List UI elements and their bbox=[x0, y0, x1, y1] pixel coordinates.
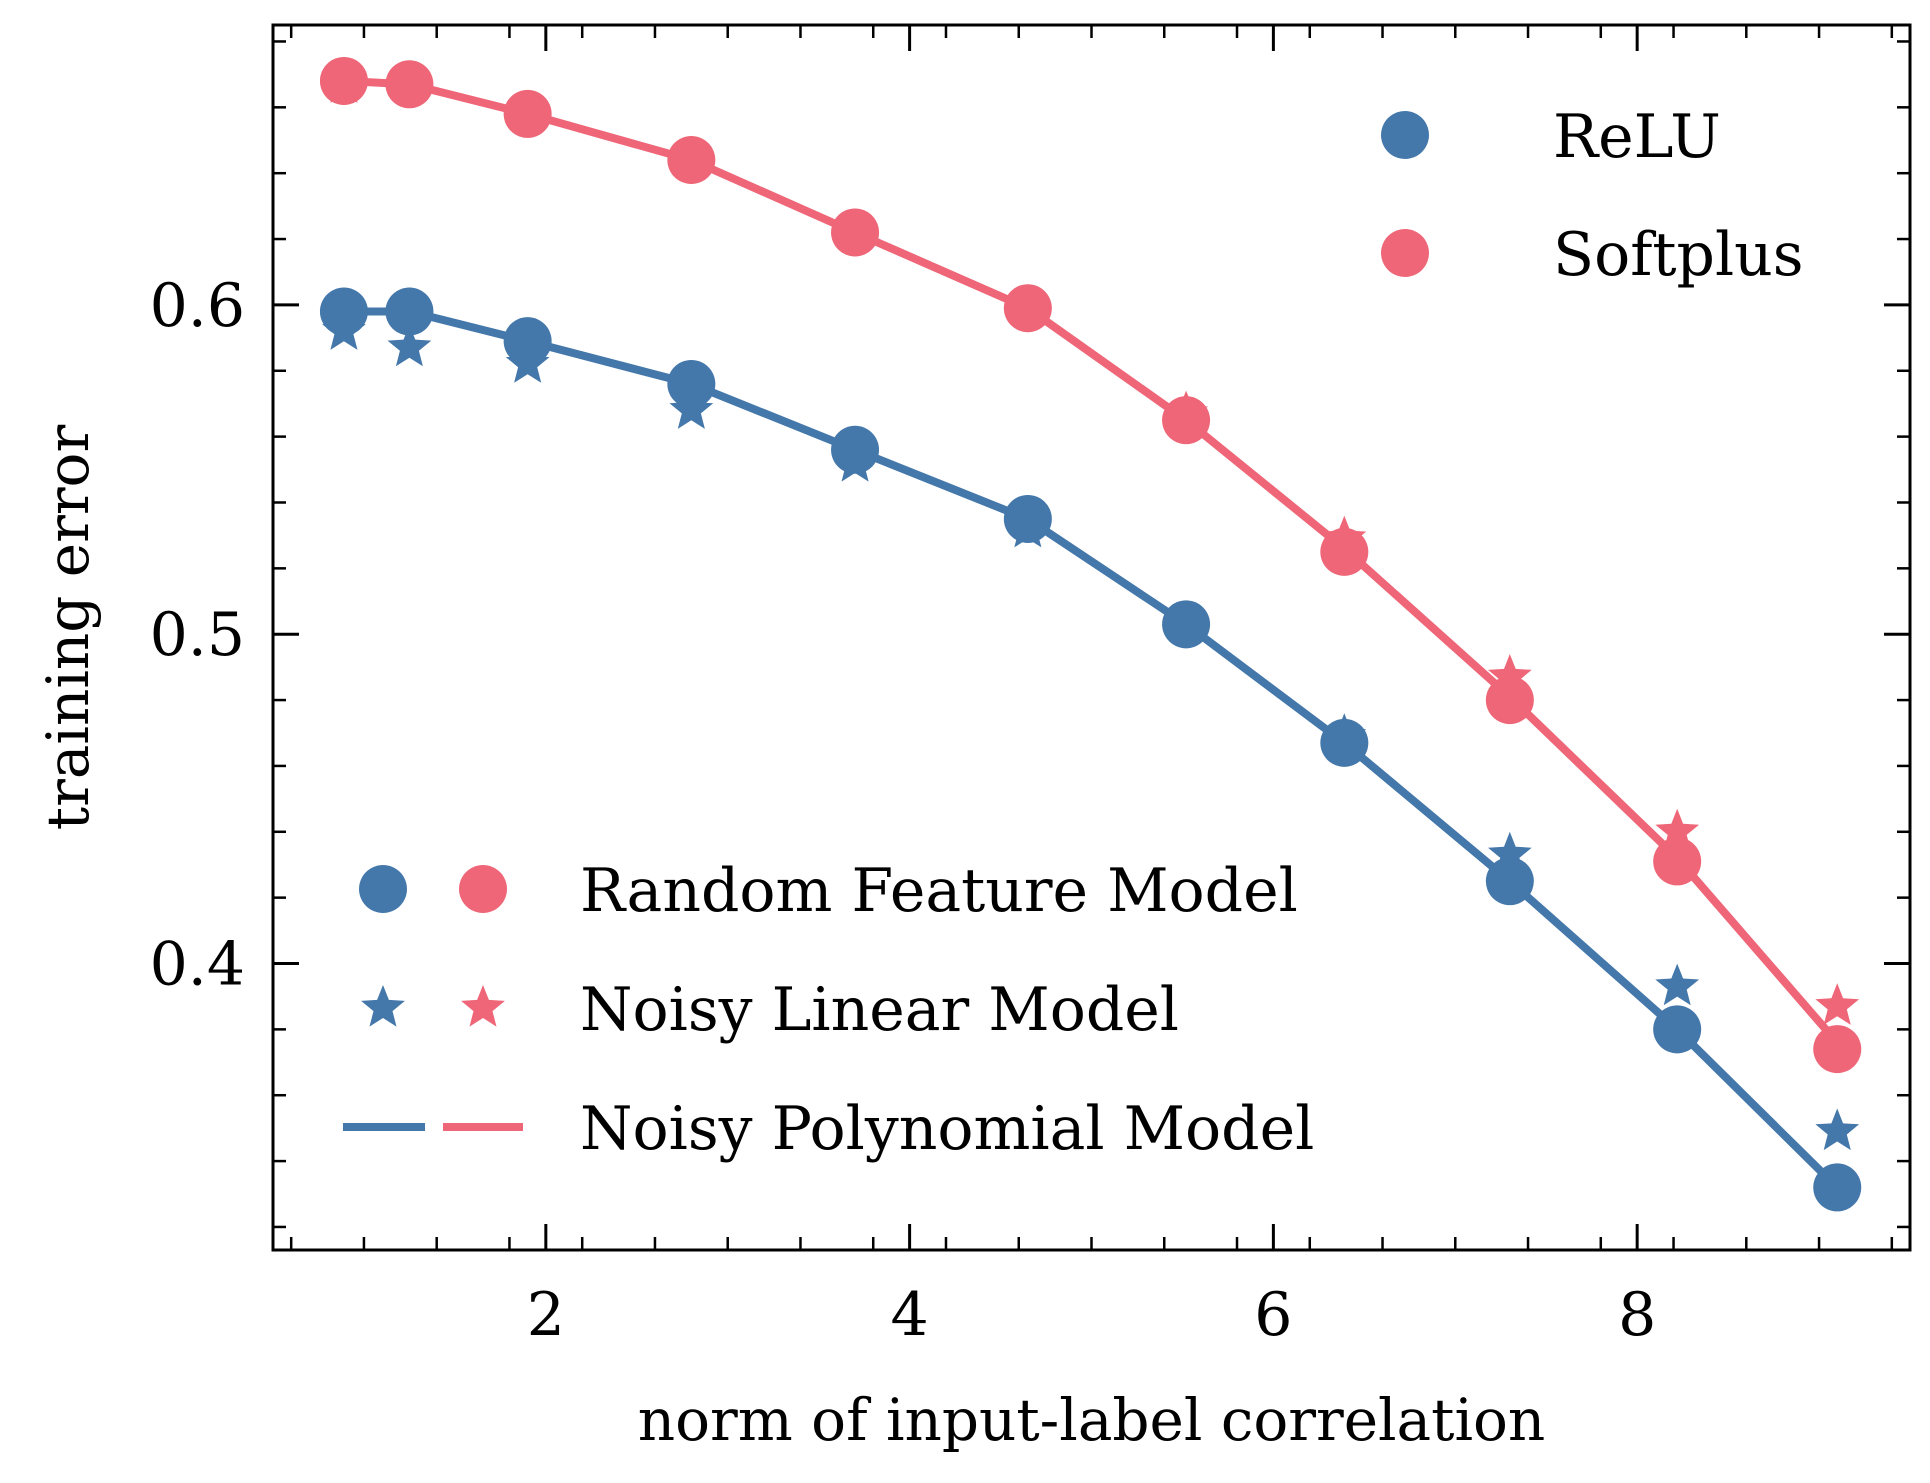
legend-marker-star-softplus bbox=[461, 985, 505, 1027]
legend-marker-circle-softplus bbox=[459, 865, 507, 913]
y-tick-label: 0.4 bbox=[150, 930, 245, 1000]
circle-point-relu bbox=[1162, 600, 1211, 649]
circle-point-relu bbox=[1485, 857, 1534, 906]
star-point-relu bbox=[1815, 1108, 1860, 1151]
x-tick-label: 6 bbox=[1254, 1280, 1292, 1350]
legend-marker-softplus bbox=[1381, 229, 1429, 277]
markers-layer bbox=[319, 56, 1862, 1212]
star-point-relu bbox=[1488, 831, 1532, 874]
circle-point-relu bbox=[503, 317, 552, 366]
circle-point-relu bbox=[1813, 1163, 1862, 1212]
ticks-layer: 2 4 6 8 0.4 0.5 0.6 bbox=[150, 25, 1910, 1350]
circle-point-relu bbox=[1320, 718, 1369, 767]
star-point-relu bbox=[1655, 963, 1700, 1006]
circle-point-softplus bbox=[1485, 676, 1534, 725]
x-tick-label: 2 bbox=[527, 1280, 565, 1350]
circle-point-relu bbox=[385, 287, 434, 336]
star-point-relu bbox=[669, 387, 714, 429]
legend-label-relu: ReLU bbox=[1553, 102, 1721, 172]
circle-point-relu bbox=[667, 359, 716, 408]
circle-point-relu bbox=[319, 287, 368, 336]
legend-label-softplus: Softplus bbox=[1553, 220, 1804, 290]
x-axis-label: norm of input-label correlation bbox=[638, 1386, 1546, 1454]
legend-label-model: Random Feature Model bbox=[580, 856, 1298, 926]
circle-point-softplus bbox=[1653, 837, 1702, 886]
legend-marker-star-relu bbox=[361, 985, 405, 1027]
series-line-relu bbox=[343, 307, 1841, 1191]
circle-point-softplus bbox=[385, 60, 434, 109]
circle-point-softplus bbox=[831, 208, 880, 257]
circle-point-softplus bbox=[319, 56, 368, 105]
circle-point-softplus bbox=[1003, 284, 1052, 333]
star-point-relu bbox=[387, 324, 432, 367]
circle-point-softplus bbox=[1813, 1025, 1862, 1074]
y-axis-label: training error bbox=[34, 425, 102, 831]
star-point-softplus bbox=[1655, 808, 1700, 851]
plot-frame bbox=[271, 23, 1912, 1252]
circle-point-relu bbox=[1003, 494, 1052, 543]
legend-label-model: Noisy Linear Model bbox=[580, 975, 1179, 1045]
y-tick-label: 0.5 bbox=[150, 600, 245, 670]
circle-point-softplus bbox=[667, 136, 716, 185]
legend-activation: ReLU Softplus bbox=[1381, 102, 1804, 290]
circle-point-softplus bbox=[1320, 527, 1369, 576]
star-point-softplus bbox=[1488, 654, 1532, 696]
star-point-softplus bbox=[1815, 983, 1860, 1025]
legend-model: Random Feature Model Noisy Linear Model No… bbox=[343, 856, 1314, 1164]
legend-label-model: Noisy Polynomial Model bbox=[580, 1094, 1314, 1164]
circle-point-relu bbox=[1653, 1005, 1702, 1054]
y-tick-label: 0.6 bbox=[150, 271, 245, 341]
legend-marker-circle-relu bbox=[359, 865, 407, 913]
circle-point-softplus bbox=[503, 89, 552, 138]
x-tick-label: 8 bbox=[1618, 1280, 1656, 1350]
circle-point-softplus bbox=[1162, 396, 1211, 445]
legend-marker-relu bbox=[1381, 111, 1429, 159]
x-tick-label: 4 bbox=[891, 1280, 929, 1350]
circle-point-relu bbox=[831, 425, 880, 474]
